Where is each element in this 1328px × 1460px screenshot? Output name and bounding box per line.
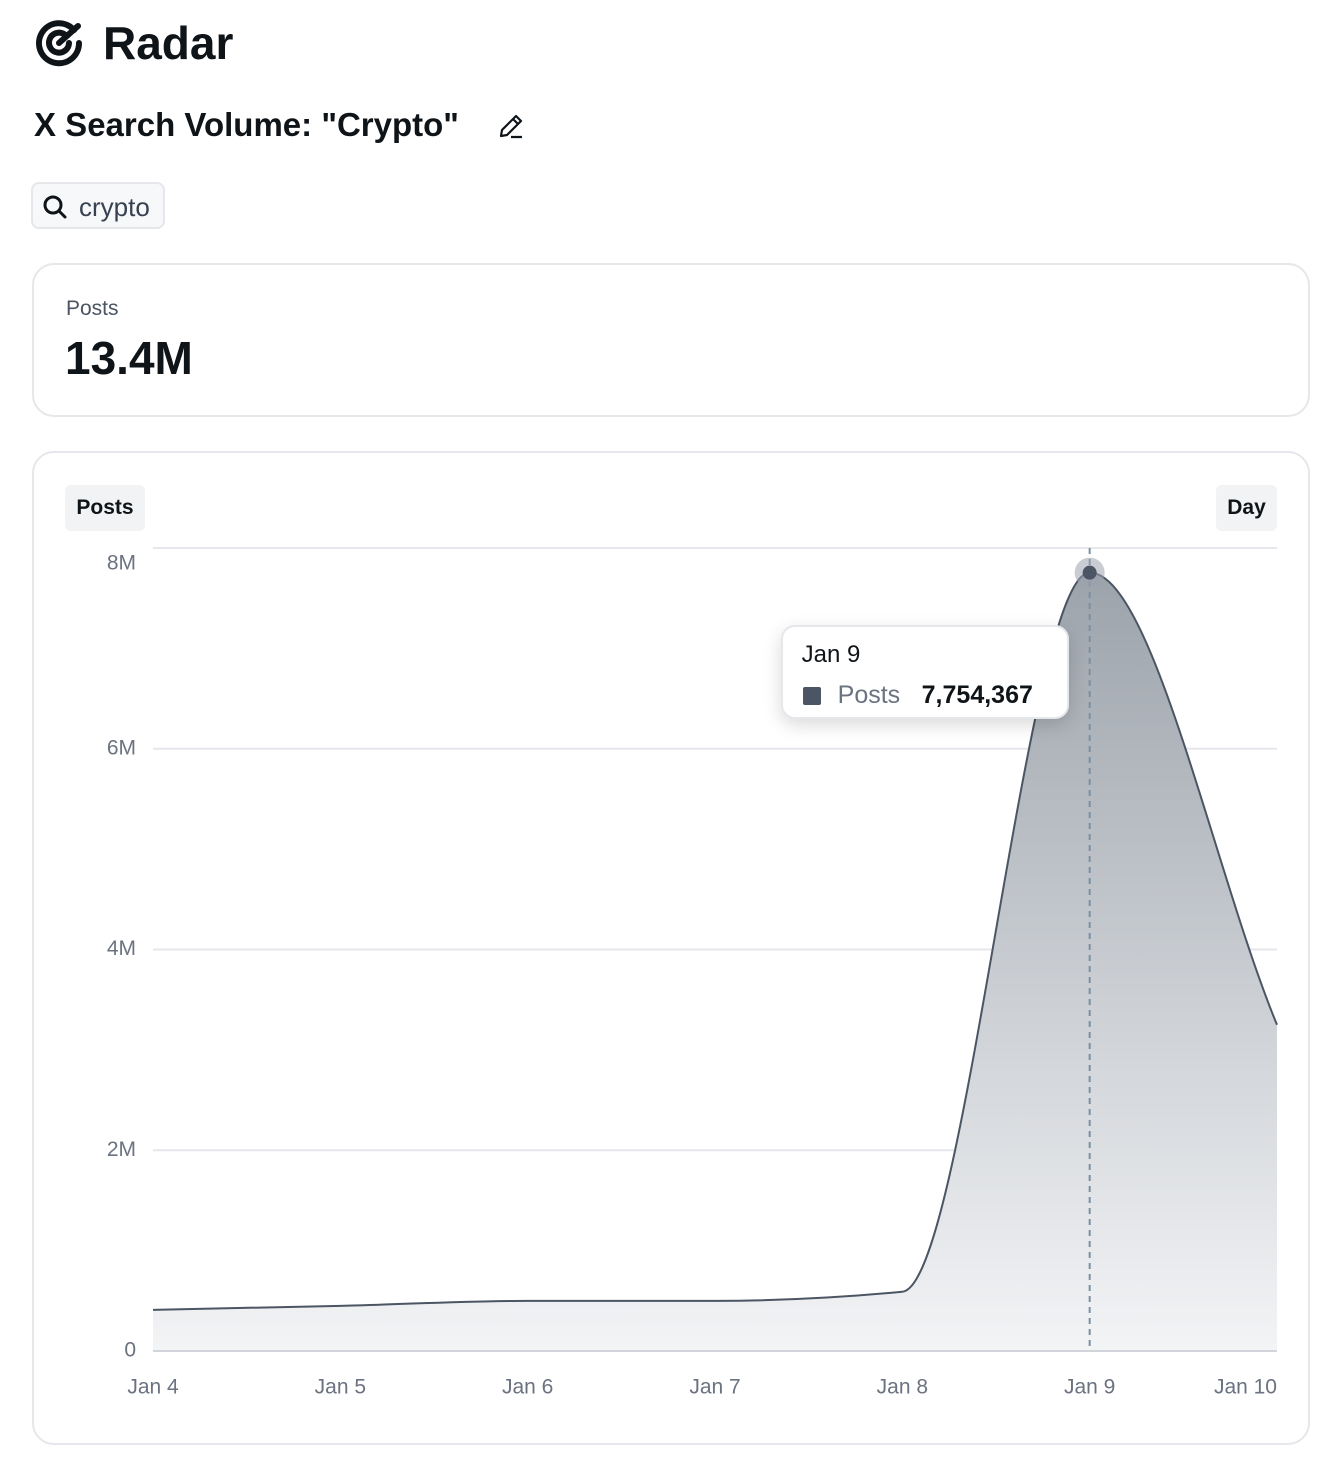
x-tick-label: Jan 6 xyxy=(502,1376,553,1399)
logo-icon xyxy=(36,20,83,67)
page-title: X Search Volume: "Crypto" xyxy=(34,106,459,143)
tooltip: Jan 9 Posts 7,754,367 xyxy=(780,624,1069,719)
search-chip[interactable]: crypto xyxy=(31,182,165,229)
metric-chip[interactable]: Posts xyxy=(65,485,145,531)
y-tick-label: 0 xyxy=(124,1339,136,1362)
x-tick-label: Jan 8 xyxy=(877,1376,928,1399)
line xyxy=(152,571,1278,1311)
search-icon xyxy=(43,195,67,219)
y-tick-label: 4M xyxy=(107,937,136,960)
search-query: crypto xyxy=(79,192,150,222)
tooltip-swatch xyxy=(802,686,821,705)
x-tick-label: Jan 4 xyxy=(127,1376,179,1399)
x-tick-label: Jan 10 xyxy=(1214,1376,1277,1399)
stats-card: Posts 13.4M xyxy=(32,263,1310,417)
x-tick-label: Jan 5 xyxy=(315,1376,366,1399)
hover-point xyxy=(1082,565,1097,580)
tooltip-date: Jan 9 xyxy=(801,640,861,668)
tooltip-series: Posts xyxy=(837,680,901,709)
stat-value: 13.4M xyxy=(65,332,193,384)
chart-card xyxy=(32,451,1310,1445)
tooltip-value: 7,754,367 xyxy=(921,680,1033,709)
y-tick-label: 8M xyxy=(107,552,136,575)
x-tick-label: Jan 9 xyxy=(1064,1376,1115,1399)
area xyxy=(153,572,1277,1351)
stat-label: Posts xyxy=(66,297,119,320)
app-name: Radar xyxy=(103,17,234,69)
edit-button[interactable] xyxy=(495,110,527,142)
y-tick-label: 6M xyxy=(107,736,136,759)
x-tick-label: Jan 7 xyxy=(689,1376,740,1399)
interval-chip[interactable]: Day xyxy=(1216,485,1277,531)
y-tick-label: 2M xyxy=(107,1138,136,1161)
